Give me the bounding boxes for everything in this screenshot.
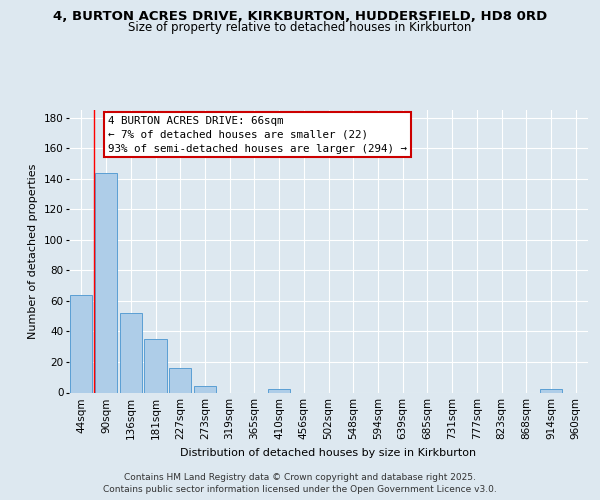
Text: Size of property relative to detached houses in Kirkburton: Size of property relative to detached ho… <box>128 21 472 34</box>
Bar <box>119 313 142 392</box>
X-axis label: Distribution of detached houses by size in Kirkburton: Distribution of detached houses by size … <box>181 448 476 458</box>
Bar <box>95 172 117 392</box>
Bar <box>268 390 290 392</box>
Text: Contains HM Land Registry data © Crown copyright and database right 2025.: Contains HM Land Registry data © Crown c… <box>124 472 476 482</box>
Text: 4 BURTON ACRES DRIVE: 66sqm
← 7% of detached houses are smaller (22)
93% of semi: 4 BURTON ACRES DRIVE: 66sqm ← 7% of deta… <box>108 116 407 154</box>
Bar <box>540 390 562 392</box>
Text: Contains public sector information licensed under the Open Government Licence v3: Contains public sector information licen… <box>103 485 497 494</box>
Text: 4, BURTON ACRES DRIVE, KIRKBURTON, HUDDERSFIELD, HD8 0RD: 4, BURTON ACRES DRIVE, KIRKBURTON, HUDDE… <box>53 10 547 23</box>
Bar <box>169 368 191 392</box>
Bar <box>145 339 167 392</box>
Bar <box>70 295 92 392</box>
Bar <box>194 386 216 392</box>
Y-axis label: Number of detached properties: Number of detached properties <box>28 164 38 339</box>
